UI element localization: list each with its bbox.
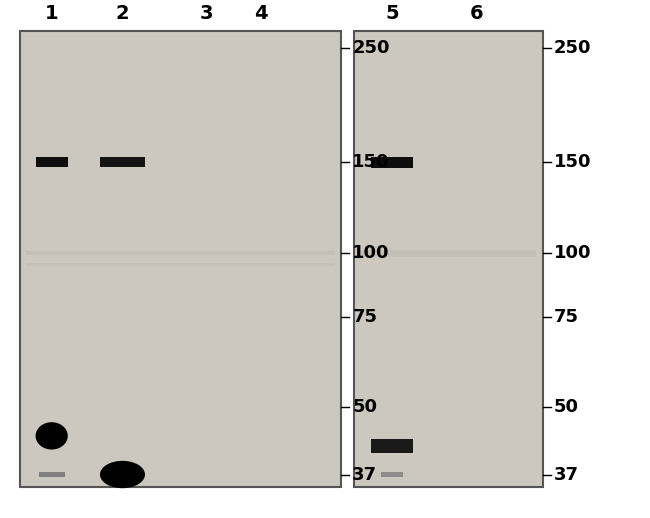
Bar [36,157,68,167]
Text: 100: 100 [352,243,390,262]
Text: 1: 1 [45,4,58,23]
Text: 250: 250 [554,39,592,57]
Text: 3: 3 [200,4,213,23]
Text: 2: 2 [116,4,129,23]
Text: 50: 50 [352,398,377,416]
Bar [371,439,413,453]
Bar [371,156,413,168]
Text: 250: 250 [352,39,390,57]
Text: 150: 150 [554,153,592,171]
Text: 75: 75 [554,308,578,326]
Bar [39,472,64,477]
Text: 37: 37 [352,466,377,483]
Text: 4: 4 [254,4,268,23]
Bar [20,31,341,487]
Text: 75: 75 [352,308,377,326]
Text: 50: 50 [554,398,578,416]
Bar [361,250,536,256]
Text: 5: 5 [385,4,398,23]
Text: 100: 100 [554,243,592,262]
Bar [381,472,403,477]
Text: 37: 37 [554,466,578,483]
Ellipse shape [36,422,68,450]
Bar [26,263,335,266]
Text: 150: 150 [352,153,390,171]
Bar [26,251,335,255]
Text: 6: 6 [470,4,484,23]
Bar [354,31,543,487]
Bar [100,157,145,167]
Ellipse shape [100,461,145,488]
